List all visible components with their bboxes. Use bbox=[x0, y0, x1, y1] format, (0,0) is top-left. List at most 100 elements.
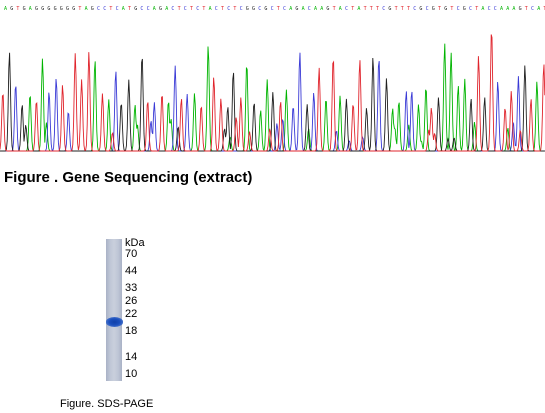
base-call-glyph: T bbox=[128, 6, 131, 12]
base-call-glyph: T bbox=[525, 6, 528, 12]
base-call-glyph: A bbox=[506, 6, 509, 12]
base-call-glyph: C bbox=[97, 6, 100, 12]
marker-label-18: 18 bbox=[125, 325, 138, 337]
base-call-glyph: G bbox=[54, 6, 57, 12]
base-call-glyph: C bbox=[171, 6, 174, 12]
base-call-glyph: T bbox=[109, 6, 112, 12]
base-call-glyph: G bbox=[41, 6, 44, 12]
base-call-glyph: C bbox=[413, 6, 416, 12]
base-call-glyph: A bbox=[537, 6, 540, 12]
sds-page-lane bbox=[106, 239, 122, 381]
base-call-glyph: G bbox=[72, 6, 75, 12]
base-call-glyph: T bbox=[407, 6, 410, 12]
marker-label-70: 70 bbox=[125, 248, 138, 260]
base-call-glyph: G bbox=[388, 6, 391, 12]
base-call-glyph: C bbox=[184, 6, 187, 12]
base-call-glyph: C bbox=[426, 6, 429, 12]
marker-label-44: 44 bbox=[125, 265, 138, 277]
base-call-glyph: T bbox=[190, 6, 193, 12]
sds-page-figure-caption: Figure. SDS-PAGE bbox=[60, 398, 154, 410]
base-call-glyph: G bbox=[432, 6, 435, 12]
base-call-glyph: G bbox=[444, 6, 447, 12]
base-call-glyph: C bbox=[457, 6, 460, 12]
base-call-glyph: G bbox=[134, 6, 137, 12]
base-call-glyph: G bbox=[159, 6, 162, 12]
base-call-glyph: G bbox=[264, 6, 267, 12]
base-call-glyph: T bbox=[202, 6, 205, 12]
base-call-glyph: C bbox=[494, 6, 497, 12]
base-call-glyph: G bbox=[60, 6, 63, 12]
base-call-glyph: C bbox=[308, 6, 311, 12]
base-call-glyph: C bbox=[382, 6, 385, 12]
base-call-glyph: G bbox=[326, 6, 329, 12]
base-call-glyph: C bbox=[488, 6, 491, 12]
base-call-glyph: A bbox=[153, 6, 156, 12]
base-call-glyph: A bbox=[165, 6, 168, 12]
base-call-glyph: G bbox=[35, 6, 38, 12]
trace-G bbox=[0, 52, 545, 152]
base-call-glyph: A bbox=[209, 6, 212, 12]
base-call-glyph: G bbox=[23, 6, 26, 12]
kda-unit-label: kDa bbox=[125, 237, 145, 249]
base-call-glyph: T bbox=[221, 6, 224, 12]
base-call-glyph: C bbox=[283, 6, 286, 12]
base-call-glyph: A bbox=[481, 6, 484, 12]
base-call-glyph: G bbox=[295, 6, 298, 12]
base-call-glyph: G bbox=[463, 6, 466, 12]
base-call-glyph: C bbox=[196, 6, 199, 12]
base-call-glyph: T bbox=[16, 6, 19, 12]
marker-label-14: 14 bbox=[125, 351, 138, 363]
base-call-glyph: C bbox=[227, 6, 230, 12]
base-call-glyph: T bbox=[543, 6, 545, 12]
base-call-glyph: T bbox=[333, 6, 336, 12]
base-call-glyph: G bbox=[519, 6, 522, 12]
base-call-glyph: G bbox=[47, 6, 50, 12]
base-call-glyph: A bbox=[320, 6, 323, 12]
base-call-glyph: T bbox=[78, 6, 81, 12]
base-call-glyph: A bbox=[4, 6, 7, 12]
base-call-glyph: A bbox=[289, 6, 292, 12]
base-call-glyph: A bbox=[85, 6, 88, 12]
base-call-glyph: A bbox=[122, 6, 125, 12]
base-call-glyph: C bbox=[103, 6, 106, 12]
base-call-glyph: T bbox=[401, 6, 404, 12]
sequencing-figure-caption: Figure . Gene Sequencing (extract) bbox=[4, 169, 253, 186]
base-call-glyph: A bbox=[339, 6, 342, 12]
base-call-glyph: A bbox=[500, 6, 503, 12]
base-call-glyph: G bbox=[10, 6, 13, 12]
base-call-glyph: C bbox=[116, 6, 119, 12]
base-call-glyph: T bbox=[450, 6, 453, 12]
base-call-glyph: T bbox=[233, 6, 236, 12]
base-call-glyph: C bbox=[215, 6, 218, 12]
marker-label-10: 10 bbox=[125, 368, 138, 380]
base-call-glyph: C bbox=[469, 6, 472, 12]
base-call-glyph: T bbox=[376, 6, 379, 12]
base-call-glyph: C bbox=[147, 6, 150, 12]
base-call-glyph: T bbox=[438, 6, 441, 12]
base-call-glyph: C bbox=[345, 6, 348, 12]
marker-label-26: 26 bbox=[125, 295, 138, 307]
base-call-glyph: C bbox=[258, 6, 261, 12]
base-call-glyph: A bbox=[314, 6, 317, 12]
marker-label-22: 22 bbox=[125, 308, 138, 320]
sds-page-protein-band bbox=[106, 317, 123, 327]
base-call-glyph: G bbox=[66, 6, 69, 12]
base-call-glyph: G bbox=[246, 6, 249, 12]
base-call-glyph: C bbox=[140, 6, 143, 12]
marker-label-33: 33 bbox=[125, 282, 138, 294]
base-call-glyph: T bbox=[178, 6, 181, 12]
base-call-glyph: T bbox=[364, 6, 367, 12]
trace-T bbox=[0, 34, 545, 152]
base-call-glyph: C bbox=[240, 6, 243, 12]
base-call-glyph: T bbox=[475, 6, 478, 12]
base-call-glyph: A bbox=[512, 6, 515, 12]
base-call-glyph: T bbox=[351, 6, 354, 12]
base-call-glyph: A bbox=[29, 6, 32, 12]
base-call-glyph: T bbox=[277, 6, 280, 12]
base-call-glyph: C bbox=[531, 6, 534, 12]
base-call-glyph: A bbox=[357, 6, 360, 12]
base-call-glyph: T bbox=[370, 6, 373, 12]
chromatogram-traces bbox=[0, 34, 545, 152]
